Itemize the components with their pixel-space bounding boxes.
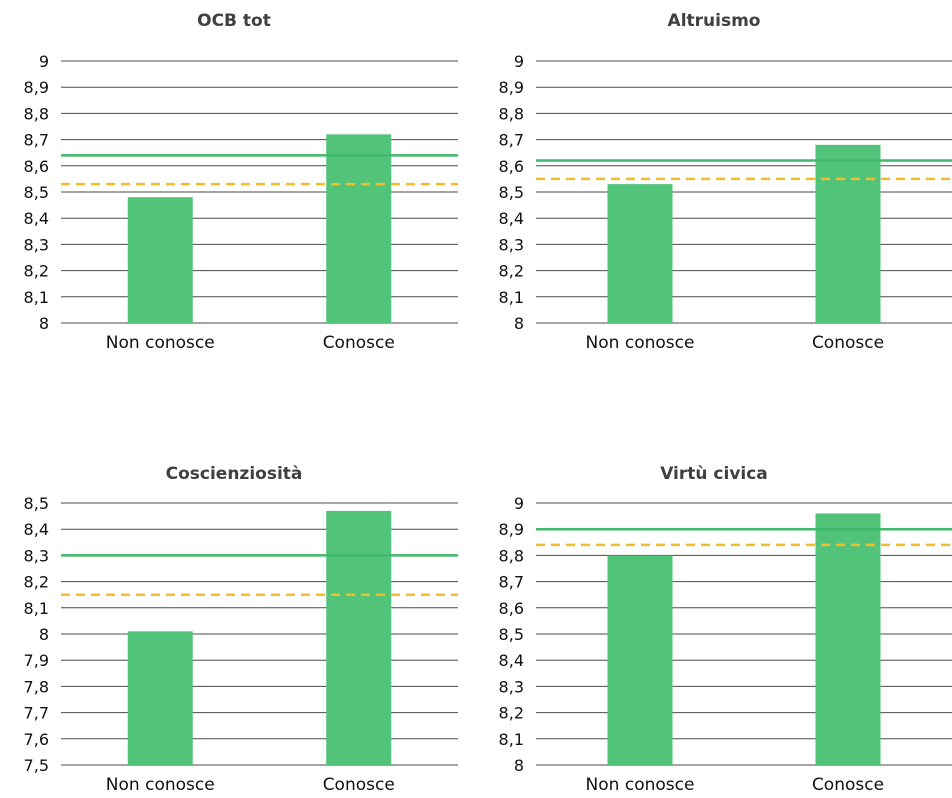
y-tick-label: 8,5 bbox=[499, 625, 524, 644]
y-tick-label: 7,8 bbox=[24, 677, 49, 696]
y-tick-label: 9 bbox=[39, 52, 49, 71]
y-tick-label: 8,2 bbox=[24, 573, 49, 592]
bar-non-conosce bbox=[127, 631, 193, 765]
x-category-label: Non conosce bbox=[106, 775, 215, 795]
chart-panel-4: Virtù civica 8 8,1 8,2 8,3 8,4 8,5 8,6 8,7 8,8 8,9… bbox=[499, 464, 952, 795]
y-tick-label: 8,5 bbox=[24, 183, 49, 202]
y-tick-label: 8,3 bbox=[24, 235, 49, 254]
bar-conosce bbox=[815, 513, 881, 765]
y-tick-label: 8,8 bbox=[499, 104, 524, 123]
y-tick-label: 8,4 bbox=[499, 651, 524, 670]
y-tick-label: 8 bbox=[514, 314, 524, 333]
x-category-label: Conosce bbox=[812, 333, 884, 353]
y-tick-label: 8,6 bbox=[499, 599, 524, 618]
y-tick-label: 8,4 bbox=[499, 209, 524, 228]
bar-non-conosce bbox=[607, 555, 673, 765]
bar-non-conosce bbox=[607, 184, 673, 323]
y-tick-label: 8 bbox=[39, 625, 49, 644]
bar-conosce bbox=[326, 134, 392, 323]
chart-title: Coscienziosità bbox=[166, 464, 303, 484]
y-tick-label: 8,4 bbox=[24, 520, 49, 539]
y-tick-label: 8,1 bbox=[499, 288, 524, 307]
y-tick-label: 8,3 bbox=[499, 677, 524, 696]
y-tick-label: 8,7 bbox=[499, 573, 524, 592]
bar-conosce bbox=[326, 510, 392, 765]
y-tick-label: 7,9 bbox=[24, 651, 49, 670]
chart-title: Altruismo bbox=[668, 11, 761, 31]
y-tick-label: 8,7 bbox=[499, 131, 524, 150]
y-tick-label: 8,6 bbox=[499, 157, 524, 176]
y-tick-label: 7,5 bbox=[24, 756, 49, 775]
y-tick-label: 8,2 bbox=[499, 704, 524, 723]
chart-title: Virtù civica bbox=[660, 464, 768, 484]
chart-title: OCB tot bbox=[197, 11, 271, 31]
chart-panel-2: Altruismo 8 8,1 8,2 8,3 8,4 8,5 8,6 8,7 8,8 8,9 9 No… bbox=[499, 11, 952, 353]
y-tick-label: 8 bbox=[39, 314, 49, 333]
y-tick-label: 8,8 bbox=[499, 546, 524, 565]
y-tick-label: 8,8 bbox=[24, 104, 49, 123]
y-tick-label: 8,6 bbox=[24, 157, 49, 176]
y-tick-label: 8,3 bbox=[499, 235, 524, 254]
chart-panel-3: Coscienziosità 7,5 7,6 7,7 7,8 7,9 8 8,1 8,2 8,3 8… bbox=[24, 464, 458, 795]
y-tick-label: 8,7 bbox=[24, 131, 49, 150]
y-tick-label: 8,9 bbox=[499, 520, 524, 539]
bar-non-conosce bbox=[127, 197, 193, 323]
y-tick-label: 8,5 bbox=[24, 494, 49, 513]
y-tick-label: 7,7 bbox=[24, 704, 49, 723]
x-category-label: Conosce bbox=[812, 775, 884, 795]
x-category-label: Conosce bbox=[323, 333, 395, 353]
y-tick-label: 8 bbox=[514, 756, 524, 775]
chart-panel-1: OCB tot 8 8,1 8,2 8,3 8,4 8,5 8,6 8,7 8,8 8,9 9 Non … bbox=[24, 11, 458, 353]
y-tick-label: 9 bbox=[514, 52, 524, 71]
y-tick-label: 8,1 bbox=[499, 730, 524, 749]
y-tick-label: 7,6 bbox=[24, 730, 49, 749]
y-tick-label: 8,4 bbox=[24, 209, 49, 228]
y-tick-label: 8,1 bbox=[24, 288, 49, 307]
y-tick-label: 8,2 bbox=[499, 262, 524, 281]
x-category-label: Non conosce bbox=[586, 333, 695, 353]
y-tick-label: 8,2 bbox=[24, 262, 49, 281]
y-tick-label: 8,9 bbox=[24, 78, 49, 97]
x-category-label: Non conosce bbox=[586, 775, 695, 795]
y-tick-label: 8,1 bbox=[24, 599, 49, 618]
y-tick-label: 8,3 bbox=[24, 546, 49, 565]
x-category-label: Conosce bbox=[323, 775, 395, 795]
y-tick-label: 8,9 bbox=[499, 78, 524, 97]
bar-conosce bbox=[815, 144, 881, 323]
x-category-label: Non conosce bbox=[106, 333, 215, 353]
y-tick-label: 8,5 bbox=[499, 183, 524, 202]
y-tick-label: 9 bbox=[514, 494, 524, 513]
